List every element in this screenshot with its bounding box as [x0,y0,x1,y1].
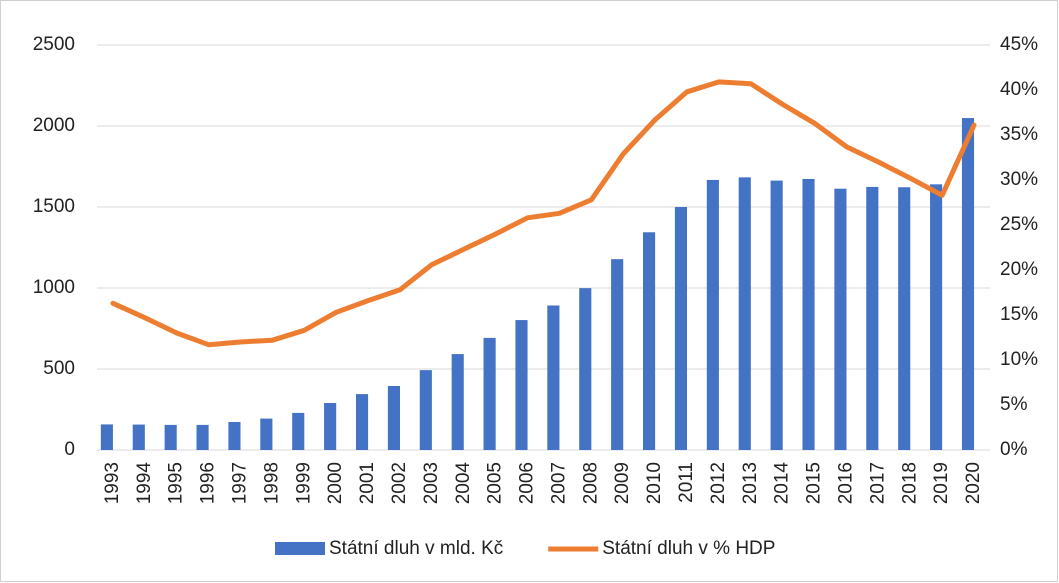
y-tick-label: 0 [64,439,75,460]
x-tick-label: 2006 [517,462,538,504]
legend-label: Státní dluh v mld. Kč [329,538,503,559]
bar [100,424,113,450]
y2-tick-label: 40% [1000,79,1038,100]
x-tick-label: 1995 [166,462,187,504]
bar [196,424,209,450]
x-tick-label: 2005 [485,462,506,504]
x-tick-label: 2011 [676,462,697,503]
bar [611,259,624,450]
bar [579,288,592,450]
y-tick-label: 1000 [33,277,75,298]
bar [260,418,273,450]
bar [770,180,783,450]
y2-tick-label: 20% [1000,259,1038,280]
bar [866,186,879,451]
y2-tick-label: 35% [1000,124,1038,145]
bar [834,188,847,450]
x-tick-label: 1998 [261,462,282,504]
x-tick-label: 2009 [612,462,633,504]
bar [738,177,751,450]
x-tick-label: 1999 [293,462,314,504]
x-tick-label: 2019 [931,462,952,504]
y-tick-label: 1500 [33,196,75,217]
line [110,79,977,348]
bar [547,305,560,450]
bar [451,354,464,450]
y-tick-label: 2000 [33,115,75,136]
x-tick-label: 2004 [453,462,474,505]
x-tick-label: 1997 [230,462,251,504]
bar [164,424,177,450]
x-tick-label: 1993 [102,462,123,504]
bar [387,386,400,450]
y-tick-label: 2500 [33,34,75,55]
legend-item: Státní dluh v mld. Kč [275,538,503,559]
legend-label: Státní dluh v % HDP [602,538,775,559]
bar [674,207,688,450]
bar [419,370,432,450]
legend-item: Státní dluh v % HDP [548,538,775,559]
x-tick-label: 2015 [804,462,825,504]
y2-tick-label: 5% [1000,394,1028,415]
x-tick-label: 2012 [708,462,729,504]
bar [228,421,241,450]
y2-tick-label: 30% [1000,169,1038,190]
x-tick-label: 2017 [867,462,888,504]
bar [802,178,815,450]
x-tick-label: 2014 [772,462,793,505]
x-tick-label: 2007 [548,462,569,504]
x-tick-label: 2018 [899,462,920,504]
bar [483,337,496,450]
y2-tick-label: 15% [1000,304,1038,325]
bar [706,179,719,451]
x-tick-label: 1996 [198,462,219,504]
bar [132,424,145,450]
bar [515,320,528,450]
y2-tick-label: 0% [1000,439,1028,460]
x-tick-label: 2001 [357,462,378,504]
bar [961,118,975,450]
x-tick-label: 2000 [325,462,346,504]
x-tick-label: 2010 [644,462,665,504]
bar [355,394,369,450]
y2-tick-label: 25% [1000,214,1038,235]
x-tick-label: 2013 [740,462,761,504]
x-tick-label: 1994 [134,462,155,505]
x-tick-label: 2003 [421,462,442,504]
legend-swatch [275,542,325,555]
x-tick-label: 2020 [963,462,984,504]
bar [898,187,911,450]
y2-tick-label: 10% [1000,349,1038,370]
x-tick-label: 2002 [389,462,410,504]
x-tick-label: 2016 [835,462,856,504]
x-tick-label: 2008 [580,462,601,504]
bar [643,232,656,450]
bar [292,412,305,450]
bar [324,403,337,450]
y2-tick-label: 45% [1000,34,1038,55]
y-tick-label: 500 [43,358,75,379]
bar [930,184,943,450]
